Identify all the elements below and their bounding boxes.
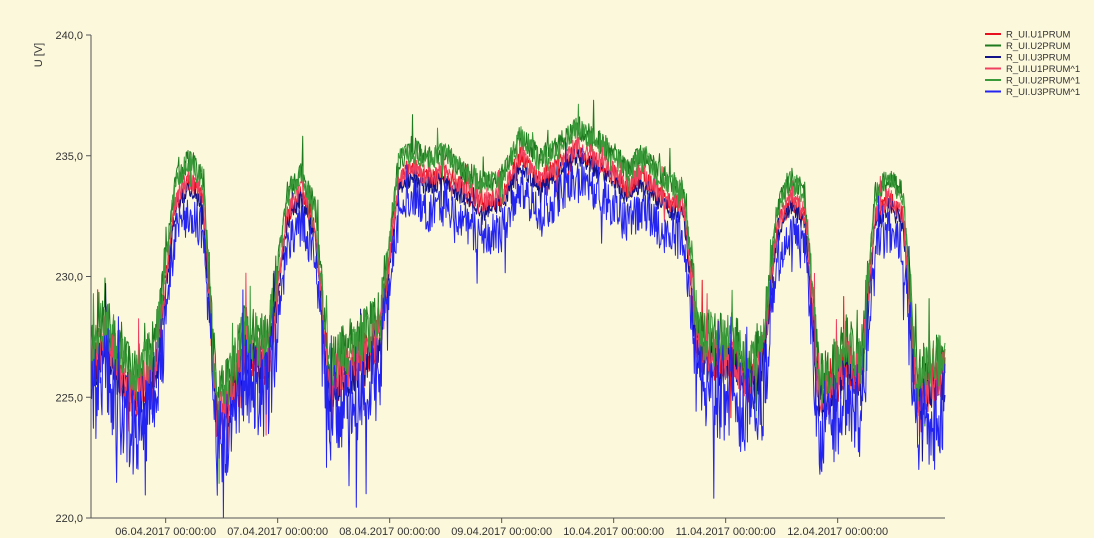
legend-item-label: R_UI.U3PRUM [1006, 53, 1070, 64]
x-tick-label: 11.04.2017 00:00:00 [676, 526, 776, 538]
y-tick-label: 230,0 [55, 272, 83, 284]
y-axis-ticks: 240,0 235,0 230,0 225,0 220,0 [55, 30, 91, 525]
x-tick-label: 08.04.2017 00:00:00 [339, 526, 440, 538]
y-tick-label: 240,0 [55, 30, 83, 42]
x-tick-label: 12.04.2017 00:00:00 [787, 526, 888, 538]
x-tick-label: 07.04.2017 00:00:00 [227, 526, 328, 538]
legend: R_UI.U1PRUMR_UI.U2PRUMR_UI.U3PRUMR_UI.U1… [985, 30, 1080, 98]
legend-item-label: R_UI.U1PRUM^1 [1006, 64, 1080, 75]
legend-item-label: R_UI.U2PRUM [1006, 41, 1070, 52]
series-layer [90, 99, 946, 519]
y-tick-label: 235,0 [55, 151, 83, 163]
y-axis-title: U [V] [33, 43, 45, 67]
legend-item-label: R_UI.U3PRUM^1 [1006, 87, 1080, 98]
y-tick-label: 220,0 [55, 513, 83, 525]
x-tick-label: 06.04.2017 00:00:00 [115, 526, 216, 538]
series-line [90, 130, 946, 438]
x-axis-ticks: 06.04.2017 00:00:00 07.04.2017 00:00:00 08… [115, 518, 888, 538]
y-tick-label: 225,0 [55, 392, 83, 404]
series-line [90, 103, 946, 484]
x-tick-label: 10.04.2017 00:00:00 [563, 526, 664, 538]
legend-item-label: R_UI.U1PRUM [1006, 30, 1070, 41]
x-tick-label: 09.04.2017 00:00:00 [451, 526, 552, 538]
legend-item-label: R_UI.U2PRUM^1 [1006, 76, 1080, 87]
series-line [90, 141, 946, 519]
